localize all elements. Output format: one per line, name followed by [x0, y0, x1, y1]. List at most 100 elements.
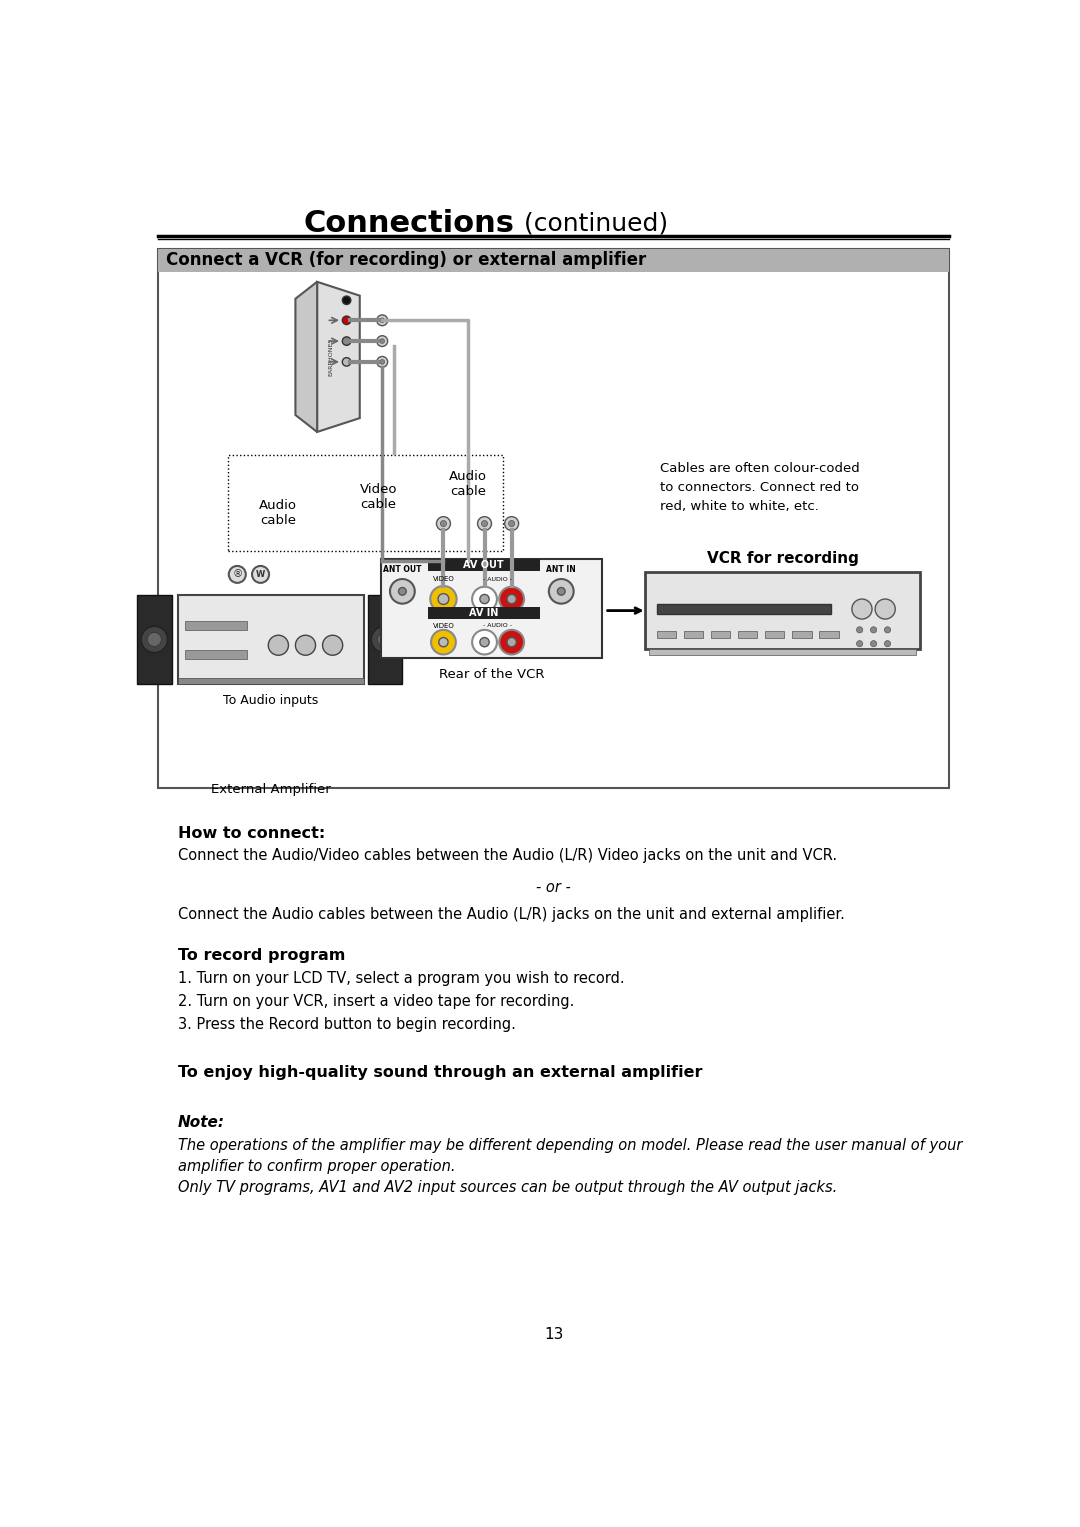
- Circle shape: [342, 357, 351, 366]
- Bar: [159, 249, 948, 788]
- Polygon shape: [318, 282, 360, 432]
- Circle shape: [852, 599, 872, 618]
- Text: EARPHONES: EARPHONES: [328, 337, 334, 376]
- Text: Only TV programs, AV1 and AV2 input sources can be output through the AV output : Only TV programs, AV1 and AV2 input sour…: [177, 1180, 837, 1196]
- Circle shape: [430, 586, 457, 612]
- Text: W: W: [256, 570, 266, 579]
- Text: VIDEO: VIDEO: [433, 623, 455, 629]
- Circle shape: [252, 567, 269, 583]
- Text: Connect a VCR (for recording) or external amplifier: Connect a VCR (for recording) or externa…: [166, 252, 646, 269]
- Text: ®: ®: [232, 570, 242, 579]
- Text: 3. Press the Record button to begin recording.: 3. Press the Record button to begin reco…: [177, 1017, 515, 1032]
- Text: To enjoy high-quality sound through an external amplifier: To enjoy high-quality sound through an e…: [177, 1064, 702, 1080]
- Text: Video
cable: Video cable: [360, 484, 397, 512]
- Circle shape: [856, 626, 863, 632]
- Bar: [186, 651, 247, 660]
- Text: ANT OUT: ANT OUT: [383, 565, 421, 574]
- Text: Audio
cable: Audio cable: [449, 469, 487, 498]
- Circle shape: [380, 339, 384, 344]
- Bar: [738, 631, 757, 638]
- Circle shape: [390, 579, 415, 603]
- Text: 1. Turn on your LCD TV, select a program you wish to record.: 1. Turn on your LCD TV, select a program…: [177, 971, 624, 986]
- Circle shape: [436, 516, 450, 530]
- Text: AV OUT: AV OUT: [463, 560, 504, 570]
- Text: The operations of the amplifier may be different depending on model. Please read: The operations of the amplifier may be d…: [177, 1138, 962, 1153]
- Circle shape: [509, 521, 515, 527]
- Circle shape: [431, 629, 456, 655]
- Circle shape: [499, 629, 524, 655]
- Text: AV IN: AV IN: [469, 608, 499, 618]
- Circle shape: [885, 641, 891, 647]
- Circle shape: [472, 629, 497, 655]
- Bar: [177, 596, 364, 684]
- Circle shape: [549, 579, 573, 603]
- Circle shape: [380, 359, 384, 365]
- Circle shape: [856, 641, 863, 647]
- Bar: [657, 631, 676, 638]
- Text: Note:: Note:: [177, 1115, 225, 1130]
- Text: Audio
cable: Audio cable: [259, 499, 297, 527]
- Text: - or -: - or -: [536, 880, 571, 895]
- Circle shape: [507, 594, 516, 603]
- Circle shape: [504, 516, 518, 530]
- Text: To record program: To record program: [177, 948, 345, 964]
- Circle shape: [296, 635, 315, 655]
- Circle shape: [472, 586, 497, 611]
- Circle shape: [482, 521, 488, 527]
- Circle shape: [229, 567, 246, 583]
- Circle shape: [342, 316, 351, 325]
- Bar: [645, 573, 920, 649]
- Bar: [649, 649, 916, 655]
- Circle shape: [870, 626, 877, 632]
- Text: VCR for recording: VCR for recording: [706, 551, 859, 565]
- Circle shape: [480, 594, 489, 603]
- Text: ANT IN: ANT IN: [546, 565, 576, 574]
- Text: Cables are often colour-coded
to connectors. Connect red to
red, white to white,: Cables are often colour-coded to connect…: [661, 461, 860, 513]
- Text: Rear of the VCR: Rear of the VCR: [440, 667, 544, 681]
- Circle shape: [377, 356, 388, 368]
- Circle shape: [399, 588, 406, 596]
- Bar: [177, 678, 364, 684]
- Bar: [381, 559, 603, 658]
- Circle shape: [342, 337, 351, 345]
- Circle shape: [477, 516, 491, 530]
- Bar: [367, 596, 403, 684]
- Circle shape: [875, 599, 895, 618]
- Circle shape: [141, 626, 167, 652]
- Bar: [137, 596, 172, 684]
- Circle shape: [342, 296, 351, 304]
- Bar: [186, 620, 247, 629]
- Circle shape: [507, 638, 516, 647]
- Bar: [711, 631, 730, 638]
- Circle shape: [870, 641, 877, 647]
- Text: 13: 13: [544, 1327, 563, 1342]
- Bar: [793, 631, 811, 638]
- Text: External Amplifier: External Amplifier: [211, 783, 330, 797]
- Text: amplifier to confirm proper operation.: amplifier to confirm proper operation.: [177, 1159, 455, 1174]
- Circle shape: [268, 635, 288, 655]
- Text: Connect the Audio cables between the Audio (L/R) jacks on the unit and external : Connect the Audio cables between the Aud…: [177, 907, 845, 922]
- Polygon shape: [296, 282, 318, 432]
- Text: Connections: Connections: [303, 209, 515, 238]
- Circle shape: [438, 638, 448, 647]
- Text: - AUDIO -: - AUDIO -: [483, 623, 512, 629]
- Circle shape: [380, 318, 384, 322]
- Circle shape: [323, 635, 342, 655]
- Circle shape: [557, 588, 565, 596]
- Circle shape: [372, 626, 397, 652]
- Bar: [820, 631, 839, 638]
- Bar: [428, 559, 540, 571]
- Circle shape: [377, 336, 388, 347]
- Circle shape: [378, 632, 392, 646]
- Circle shape: [438, 594, 449, 605]
- Bar: [159, 249, 948, 272]
- Text: Connect the Audio/Video cables between the Audio (L/R) Video jacks on the unit a: Connect the Audio/Video cables between t…: [177, 847, 837, 863]
- Bar: [765, 631, 784, 638]
- Bar: [428, 606, 540, 618]
- Circle shape: [377, 315, 388, 325]
- Circle shape: [147, 632, 161, 646]
- Bar: [684, 631, 703, 638]
- Bar: [657, 603, 831, 614]
- Bar: [228, 455, 503, 551]
- Text: - AUDIO -: - AUDIO -: [483, 577, 512, 582]
